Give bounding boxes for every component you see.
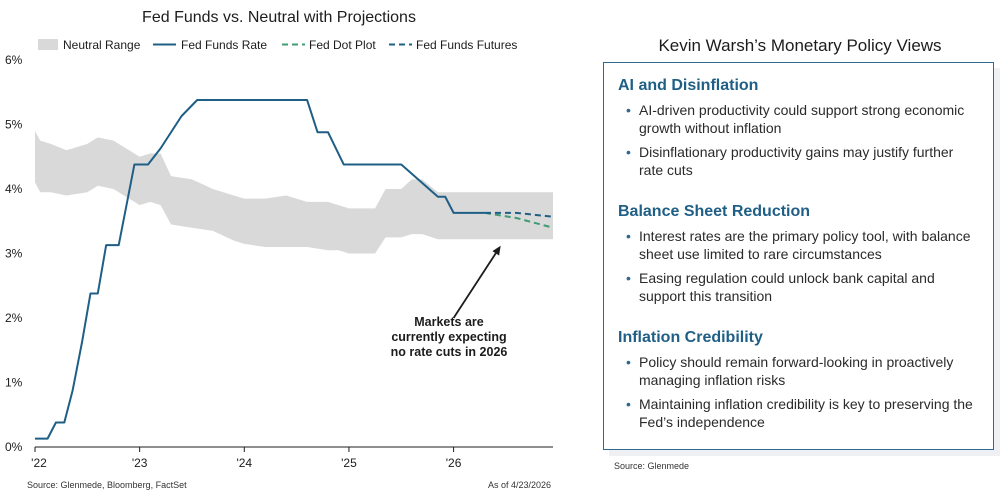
legend-label-fed-funds-rate: Fed Funds Rate (181, 38, 267, 52)
bullet-item: Policy should remain forward-looking in … (618, 353, 980, 389)
annotation-line-1: Markets are (414, 315, 484, 329)
section-heading: Inflation Credibility (618, 329, 763, 346)
bullet-item: AI-driven productivity could support str… (618, 101, 980, 137)
bullet-item: Maintaining inflation credibility is key… (618, 395, 980, 431)
section-heading: AI and Disinflation (618, 77, 759, 94)
plot-area (35, 98, 554, 440)
bullet-item: Easing regulation could unlock bank capi… (618, 269, 980, 305)
axes: '22 '23 '24 '25 '26 0% 1% 2% 3% 4% 5% 6% (5, 53, 553, 470)
annotation-line-3: no rate cuts in 2026 (391, 345, 508, 359)
chart-as-of: As of 4/23/2026 (488, 480, 551, 490)
y-tick-label: 3% (5, 247, 23, 261)
panel-source: Source: Glenmede (614, 461, 690, 471)
chart-title: Fed Funds vs. Neutral with Projections (142, 9, 416, 26)
series-fed-funds-futures (484, 211, 554, 218)
bullet-item: Disinflationary productivity gains may j… (618, 143, 980, 179)
y-tick-label: 1% (5, 376, 23, 390)
x-tick-label: '23 (132, 456, 148, 470)
x-tick-label: '22 (31, 456, 47, 470)
section-balance-sheet: Balance Sheet Reduction Interest rates a… (618, 203, 980, 311)
legend-label-neutral-range: Neutral Range (63, 38, 141, 52)
y-tick-label: 6% (5, 53, 23, 67)
x-tick-label: '25 (341, 456, 357, 470)
legend-swatch-neutral-range (38, 39, 58, 50)
chart-source: Source: Glenmede, Bloomberg, FactSet (27, 480, 187, 490)
section-ai-disinflation: AI and Disinflation AI-driven productivi… (618, 77, 980, 185)
annotation-arrow (452, 252, 497, 319)
y-tick-label: 0% (5, 440, 23, 454)
series-fed-funds-rate (35, 98, 485, 440)
section-inflation-credibility: Inflation Credibility Policy should rema… (618, 329, 980, 437)
bullet-item: Interest rates are the primary policy to… (618, 227, 980, 263)
legend-label-fed-dot-plot: Fed Dot Plot (309, 38, 376, 52)
y-tick-label: 5% (5, 118, 23, 132)
policy-views-panel: AI and Disinflation AI-driven productivi… (603, 62, 994, 450)
series-fed-dot-plot (484, 211, 554, 229)
chart: Fed Funds vs. Neutral with Projections N… (5, 9, 554, 490)
legend: Neutral Range Fed Funds Rate Fed Dot Plo… (38, 38, 517, 52)
legend-label-fed-funds-futures: Fed Funds Futures (416, 38, 517, 52)
annotation: Markets are currently expecting no rate … (391, 245, 508, 359)
series-neutral-range (35, 130, 553, 254)
x-tick-label: '26 (446, 456, 462, 470)
y-tick-label: 4% (5, 182, 23, 196)
section-heading: Balance Sheet Reduction (618, 203, 811, 220)
x-tick-label: '24 (236, 456, 252, 470)
panel-title: Kevin Warsh’s Monetary Policy Views (658, 36, 942, 55)
y-tick-label: 2% (5, 311, 23, 325)
annotation-arrowhead (492, 245, 501, 256)
annotation-line-2: currently expecting (391, 330, 506, 344)
